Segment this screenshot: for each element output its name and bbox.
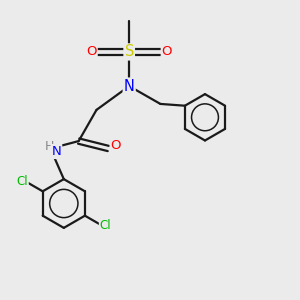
Text: N: N xyxy=(52,145,61,158)
Text: O: O xyxy=(86,45,97,58)
Text: O: O xyxy=(162,45,172,58)
Text: H: H xyxy=(44,140,54,153)
Text: S: S xyxy=(124,44,134,59)
Text: N: N xyxy=(124,79,135,94)
Text: O: O xyxy=(111,139,121,152)
Text: Cl: Cl xyxy=(16,175,28,188)
Text: Cl: Cl xyxy=(100,219,111,232)
